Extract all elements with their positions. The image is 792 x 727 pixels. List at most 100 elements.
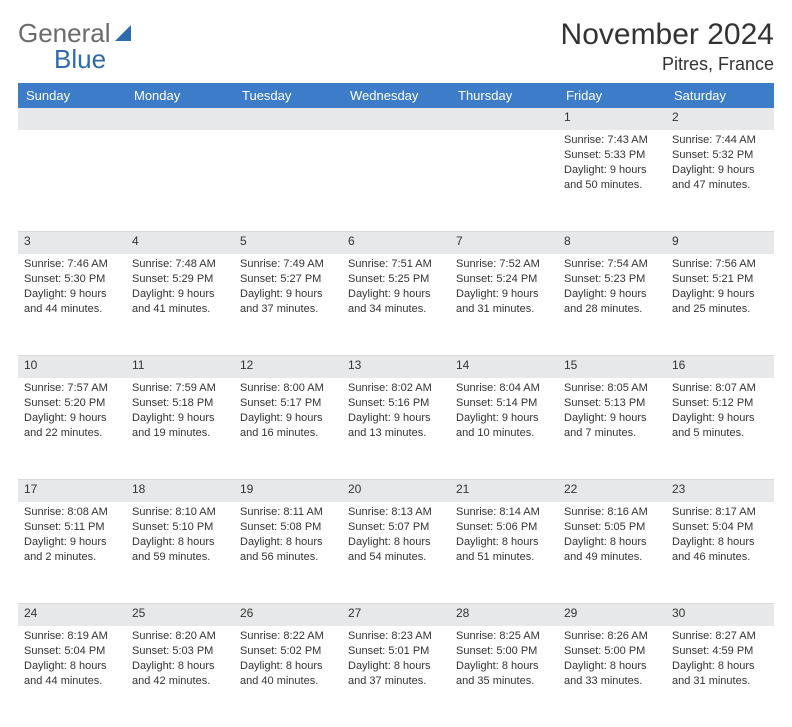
sunrise-line: Sunrise: 8:17 AM: [672, 505, 768, 520]
day-content-cell: Sunrise: 8:07 AMSunset: 5:12 PMDaylight:…: [666, 378, 774, 480]
sunset-line: Sunset: 5:18 PM: [132, 396, 228, 411]
day-content-cell: Sunrise: 7:59 AMSunset: 5:18 PMDaylight:…: [126, 378, 234, 480]
day-number-cell: 28: [450, 604, 558, 627]
day-content-cell: [126, 130, 234, 232]
sunrise-line: Sunrise: 8:26 AM: [564, 629, 660, 644]
sunrise-line: Sunrise: 8:23 AM: [348, 629, 444, 644]
day-content-cell: [18, 130, 126, 232]
day-content-cell: Sunrise: 8:22 AMSunset: 5:02 PMDaylight:…: [234, 626, 342, 727]
sunrise-line: Sunrise: 8:27 AM: [672, 629, 768, 644]
day-content-cell: Sunrise: 8:27 AMSunset: 4:59 PMDaylight:…: [666, 626, 774, 727]
sunset-line: Sunset: 5:06 PM: [456, 520, 552, 535]
sunrise-line: Sunrise: 8:19 AM: [24, 629, 120, 644]
day-number-cell: 21: [450, 480, 558, 503]
day-number-cell: 4: [126, 232, 234, 255]
day-content-cell: Sunrise: 8:05 AMSunset: 5:13 PMDaylight:…: [558, 378, 666, 480]
day-content-cell: Sunrise: 7:54 AMSunset: 5:23 PMDaylight:…: [558, 254, 666, 356]
day-number-row: 17181920212223: [18, 480, 774, 503]
day-number-cell: 8: [558, 232, 666, 255]
daylight-line: Daylight: 9 hours and 5 minutes.: [672, 411, 768, 441]
day-number-cell: 9: [666, 232, 774, 255]
daylight-line: Daylight: 9 hours and 7 minutes.: [564, 411, 660, 441]
sunrise-line: Sunrise: 8:05 AM: [564, 381, 660, 396]
daylight-line: Daylight: 9 hours and 16 minutes.: [240, 411, 336, 441]
day-number-cell: 5: [234, 232, 342, 255]
day-number-cell: 16: [666, 356, 774, 379]
sunrise-line: Sunrise: 7:46 AM: [24, 257, 120, 272]
sunset-line: Sunset: 5:21 PM: [672, 272, 768, 287]
day-number-row: 12: [18, 108, 774, 130]
sunset-line: Sunset: 5:02 PM: [240, 644, 336, 659]
daylight-line: Daylight: 9 hours and 19 minutes.: [132, 411, 228, 441]
sunset-line: Sunset: 5:29 PM: [132, 272, 228, 287]
day-content-row: Sunrise: 8:08 AMSunset: 5:11 PMDaylight:…: [18, 502, 774, 604]
day-content-cell: Sunrise: 8:11 AMSunset: 5:08 PMDaylight:…: [234, 502, 342, 604]
weekday-header: Saturday: [666, 83, 774, 108]
daylight-line: Daylight: 9 hours and 10 minutes.: [456, 411, 552, 441]
daylight-line: Daylight: 9 hours and 47 minutes.: [672, 163, 768, 193]
daylight-line: Daylight: 9 hours and 50 minutes.: [564, 163, 660, 193]
daylight-line: Daylight: 8 hours and 33 minutes.: [564, 659, 660, 689]
daylight-line: Daylight: 8 hours and 31 minutes.: [672, 659, 768, 689]
day-content-cell: Sunrise: 7:51 AMSunset: 5:25 PMDaylight:…: [342, 254, 450, 356]
day-content-cell: Sunrise: 8:04 AMSunset: 5:14 PMDaylight:…: [450, 378, 558, 480]
sunrise-line: Sunrise: 7:44 AM: [672, 133, 768, 148]
day-content-cell: Sunrise: 8:26 AMSunset: 5:00 PMDaylight:…: [558, 626, 666, 727]
sunrise-line: Sunrise: 8:13 AM: [348, 505, 444, 520]
sunrise-line: Sunrise: 7:57 AM: [24, 381, 120, 396]
sunset-line: Sunset: 5:16 PM: [348, 396, 444, 411]
daylight-line: Daylight: 8 hours and 56 minutes.: [240, 535, 336, 565]
day-number-cell: 17: [18, 480, 126, 503]
day-number-cell: 12: [234, 356, 342, 379]
day-content-cell: Sunrise: 8:25 AMSunset: 5:00 PMDaylight:…: [450, 626, 558, 727]
sunset-line: Sunset: 5:07 PM: [348, 520, 444, 535]
sunrise-line: Sunrise: 7:51 AM: [348, 257, 444, 272]
sunset-line: Sunset: 5:04 PM: [24, 644, 120, 659]
daylight-line: Daylight: 8 hours and 35 minutes.: [456, 659, 552, 689]
sunset-line: Sunset: 5:14 PM: [456, 396, 552, 411]
title-block: November 2024 Pitres, France: [561, 18, 774, 75]
weekday-header: Tuesday: [234, 83, 342, 108]
daylight-line: Daylight: 9 hours and 28 minutes.: [564, 287, 660, 317]
day-content-cell: Sunrise: 7:56 AMSunset: 5:21 PMDaylight:…: [666, 254, 774, 356]
day-number-cell: [126, 108, 234, 130]
day-number-cell: 18: [126, 480, 234, 503]
day-content-cell: Sunrise: 7:57 AMSunset: 5:20 PMDaylight:…: [18, 378, 126, 480]
sunset-line: Sunset: 5:24 PM: [456, 272, 552, 287]
day-content-cell: Sunrise: 8:02 AMSunset: 5:16 PMDaylight:…: [342, 378, 450, 480]
page-title: November 2024: [561, 18, 774, 52]
sunset-line: Sunset: 5:17 PM: [240, 396, 336, 411]
weekday-header: Wednesday: [342, 83, 450, 108]
daylight-line: Daylight: 9 hours and 34 minutes.: [348, 287, 444, 317]
daylight-line: Daylight: 9 hours and 13 minutes.: [348, 411, 444, 441]
day-number-cell: [450, 108, 558, 130]
day-number-cell: 20: [342, 480, 450, 503]
sunrise-line: Sunrise: 8:22 AM: [240, 629, 336, 644]
day-number-cell: [342, 108, 450, 130]
day-content-cell: Sunrise: 7:44 AMSunset: 5:32 PMDaylight:…: [666, 130, 774, 232]
daylight-line: Daylight: 9 hours and 2 minutes.: [24, 535, 120, 565]
daylight-line: Daylight: 9 hours and 22 minutes.: [24, 411, 120, 441]
sunset-line: Sunset: 5:05 PM: [564, 520, 660, 535]
day-number-cell: 25: [126, 604, 234, 627]
day-content-cell: Sunrise: 8:14 AMSunset: 5:06 PMDaylight:…: [450, 502, 558, 604]
daylight-line: Daylight: 8 hours and 49 minutes.: [564, 535, 660, 565]
sunrise-line: Sunrise: 7:43 AM: [564, 133, 660, 148]
sunset-line: Sunset: 5:27 PM: [240, 272, 336, 287]
day-content-cell: Sunrise: 7:48 AMSunset: 5:29 PMDaylight:…: [126, 254, 234, 356]
sunset-line: Sunset: 5:30 PM: [24, 272, 120, 287]
daylight-line: Daylight: 8 hours and 40 minutes.: [240, 659, 336, 689]
day-number-cell: 22: [558, 480, 666, 503]
day-number-row: 3456789: [18, 232, 774, 255]
sunset-line: Sunset: 5:33 PM: [564, 148, 660, 163]
day-content-row: Sunrise: 7:57 AMSunset: 5:20 PMDaylight:…: [18, 378, 774, 480]
sunrise-line: Sunrise: 7:59 AM: [132, 381, 228, 396]
daylight-line: Daylight: 8 hours and 46 minutes.: [672, 535, 768, 565]
calendar-table: SundayMondayTuesdayWednesdayThursdayFrid…: [18, 83, 774, 727]
sunset-line: Sunset: 5:20 PM: [24, 396, 120, 411]
day-number-cell: 6: [342, 232, 450, 255]
day-content-cell: [342, 130, 450, 232]
daylight-line: Daylight: 9 hours and 25 minutes.: [672, 287, 768, 317]
day-number-cell: 29: [558, 604, 666, 627]
daylight-line: Daylight: 8 hours and 42 minutes.: [132, 659, 228, 689]
